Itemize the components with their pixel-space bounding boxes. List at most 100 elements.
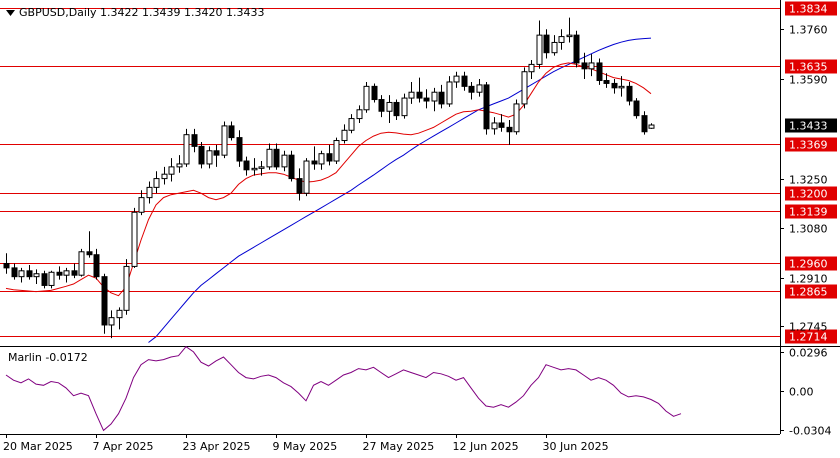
candle — [386, 95, 393, 123]
candle — [596, 58, 603, 85]
candle — [371, 83, 378, 103]
price-tick-label: 1.2910 — [789, 273, 828, 286]
candle — [258, 161, 265, 176]
candle — [356, 105, 363, 123]
candle — [123, 259, 130, 315]
candle — [101, 273, 108, 334]
price-pane-background — [0, 0, 780, 344]
ma-slow-layer — [148, 37, 652, 343]
oscillator-line — [5, 346, 682, 432]
candle — [423, 89, 430, 109]
candle — [78, 248, 85, 277]
candle — [626, 81, 633, 106]
oscillator-pane[interactable]: Marlin -0.0172 — [5, 346, 682, 432]
candle — [153, 171, 160, 194]
candle — [641, 111, 648, 135]
candle — [116, 307, 123, 330]
candle — [26, 264, 33, 280]
candle — [311, 146, 318, 170]
candle — [93, 248, 100, 280]
price-axis[interactable]: 1.3834 1.3635 1.3369 1.3200 1.3139 1.2960 1.28… — [780, 1, 837, 344]
level-price-box — [785, 137, 837, 152]
candle — [213, 144, 220, 167]
candle — [491, 117, 498, 135]
level-price-box — [785, 1, 837, 16]
level-price-label: 1.3139 — [789, 206, 828, 219]
candle — [108, 310, 115, 339]
price-tick-label: 1.3760 — [789, 24, 828, 37]
candle — [296, 168, 303, 201]
candle — [476, 79, 483, 97]
candle — [588, 54, 595, 77]
candles — [3, 17, 655, 339]
candle — [273, 143, 280, 170]
date-label: 20 Mar 2025 — [3, 440, 73, 453]
candle — [581, 52, 588, 80]
price-tick-label: 1.3250 — [789, 174, 828, 187]
candle — [3, 253, 10, 274]
level-price-box — [785, 256, 837, 271]
ma-slow-line — [148, 37, 652, 343]
candle — [198, 141, 205, 169]
candle — [551, 35, 558, 56]
candle — [543, 29, 550, 59]
time-axis[interactable]: 20 Mar 2025 7 Apr 2025 23 Apr 2025 9 May 20… — [3, 434, 609, 453]
candle — [326, 144, 333, 166]
level-price-label: 1.3369 — [789, 139, 828, 152]
candle — [266, 143, 273, 170]
level-price-box — [785, 329, 837, 344]
candle — [243, 156, 250, 176]
symbol-menu-triangle-icon[interactable] — [6, 10, 15, 16]
candle — [161, 166, 168, 185]
candle — [176, 155, 183, 173]
candle — [56, 266, 63, 280]
level-price-box — [785, 59, 837, 74]
level-price-box — [785, 204, 837, 219]
date-label: 9 May 2025 — [273, 440, 338, 453]
candle — [461, 71, 468, 91]
candle — [33, 269, 40, 284]
candle — [206, 146, 213, 169]
candle — [281, 150, 288, 172]
candle — [228, 121, 235, 141]
candle — [48, 270, 55, 289]
candle — [611, 79, 618, 94]
candle — [416, 77, 423, 103]
candle — [168, 158, 175, 182]
candle — [408, 81, 415, 104]
candle — [446, 76, 453, 107]
date-label: 23 Apr 2025 — [183, 440, 251, 453]
ma-fast-layer — [5, 62, 652, 297]
level-price-label: 1.2960 — [789, 258, 828, 271]
oscillator-axis: 0.0296 0.00 -0.0304 — [780, 347, 831, 438]
candle — [236, 130, 243, 167]
candle — [63, 267, 70, 283]
candle — [146, 181, 153, 204]
horizontal-levels — [0, 8, 780, 337]
symbol-info: GBPUSD,Daily 1.3422 1.3439 1.3420 1.3433 — [19, 6, 264, 19]
candle — [138, 190, 145, 216]
candle — [11, 263, 18, 280]
candle — [251, 158, 258, 176]
candle — [453, 71, 460, 88]
candle — [191, 128, 198, 153]
candle — [363, 81, 370, 113]
candle — [131, 207, 138, 268]
candle — [288, 150, 295, 182]
candle — [438, 84, 445, 109]
level-price-label: 1.3834 — [789, 3, 828, 16]
marlin-line — [5, 346, 682, 432]
candle — [498, 114, 505, 132]
candle — [521, 67, 528, 109]
date-label: 12 Jun 2025 — [453, 440, 519, 453]
candle — [393, 99, 400, 121]
candle — [558, 29, 565, 50]
price-pane[interactable]: GBPUSD,Daily 1.3422 1.3439 1.3420 1.3433 — [0, 0, 780, 344]
price-tick-label: 1.3590 — [789, 74, 828, 87]
osc-tick-label: -0.0304 — [789, 425, 831, 438]
ma-fast-line — [5, 62, 652, 297]
candle — [513, 99, 520, 135]
candle — [41, 270, 48, 289]
level-price-label: 1.2865 — [789, 286, 828, 299]
